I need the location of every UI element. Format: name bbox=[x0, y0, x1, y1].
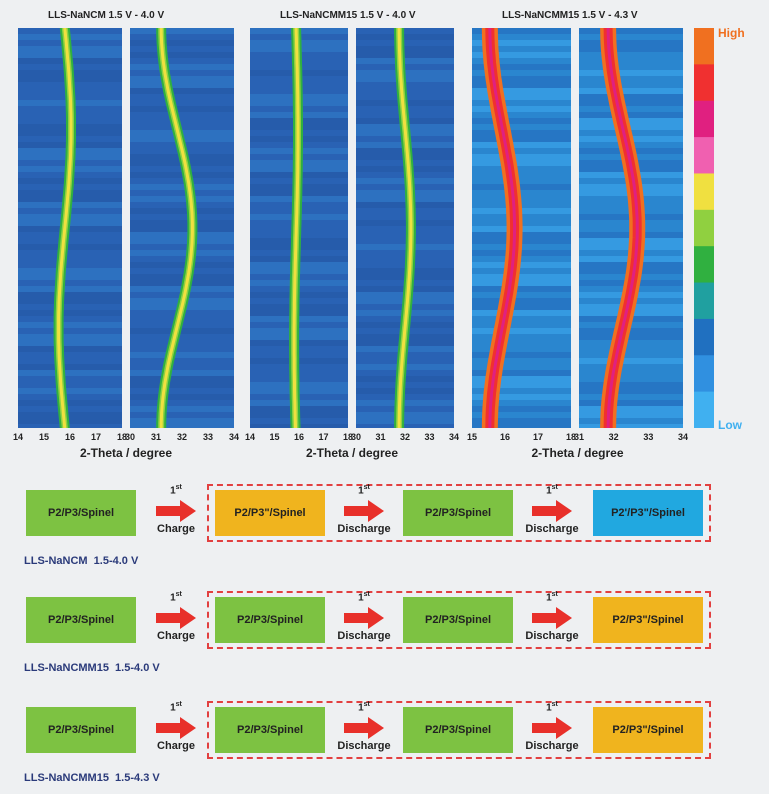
ordinal-suffix: st bbox=[363, 701, 370, 708]
phase-box-start: P2/P3/Spinel bbox=[26, 597, 136, 643]
x-tick-label: 16 bbox=[64, 432, 76, 442]
x-tick-label: 14 bbox=[244, 432, 256, 442]
step-label: Charge bbox=[157, 740, 195, 752]
right-arrow-icon bbox=[156, 607, 196, 629]
right-arrow-icon bbox=[532, 500, 572, 522]
x-tick-label: 31 bbox=[573, 432, 585, 442]
ordinal-suffix: st bbox=[175, 701, 182, 708]
right-arrow-icon bbox=[344, 607, 384, 629]
x-axis-label: 2-Theta / degree bbox=[305, 446, 399, 460]
x-tick-label: 31 bbox=[150, 432, 162, 442]
ordinal-suffix: st bbox=[551, 591, 558, 598]
dashed-outline bbox=[207, 484, 711, 542]
xrd-contour-plot bbox=[356, 28, 454, 428]
panel-title: LLS-NaNCMM15 1.5 V - 4.0 V bbox=[280, 10, 416, 21]
phase-box-start: P2/P3/Spinel bbox=[26, 707, 136, 753]
x-tick-label: 34 bbox=[677, 432, 689, 442]
phase-box: P2/P3/Spinel bbox=[403, 707, 513, 753]
phase-box-start: P2/P3/Spinel bbox=[26, 490, 136, 536]
step-index-label: 1st bbox=[170, 591, 182, 604]
step-label: Discharge bbox=[525, 630, 579, 642]
step-index-label: 1st bbox=[546, 701, 558, 714]
xrd-contour-plot bbox=[18, 28, 122, 428]
ordinal-suffix: st bbox=[551, 484, 558, 491]
x-tick-label: 33 bbox=[202, 432, 214, 442]
phase-box: P2/P3/Spinel bbox=[403, 597, 513, 643]
step-index-label: 1st bbox=[358, 484, 370, 497]
right-arrow-icon bbox=[532, 607, 572, 629]
x-tick-label: 15 bbox=[466, 432, 478, 442]
panel-title: LLS-NaNCMM15 1.5 V - 4.3 V bbox=[502, 10, 638, 21]
x-tick-label: 18 bbox=[565, 432, 577, 442]
step-label: Charge bbox=[157, 523, 195, 535]
x-tick-label: 15 bbox=[38, 432, 50, 442]
phase-box: P2/P3"/Spinel bbox=[593, 597, 703, 643]
step-index-label: 1st bbox=[170, 484, 182, 497]
ordinal-suffix: st bbox=[551, 701, 558, 708]
phase-box: P2/P3"/Spinel bbox=[593, 707, 703, 753]
x-axis-label: 2-Theta / degree bbox=[79, 446, 173, 460]
phase-box: P2/P3/Spinel bbox=[215, 707, 325, 753]
xrd-contour-plot bbox=[472, 28, 571, 428]
x-tick-label: 31 bbox=[375, 432, 386, 442]
step-index-label: 1st bbox=[358, 591, 370, 604]
right-arrow-icon bbox=[156, 717, 196, 739]
dashed-outline bbox=[207, 701, 711, 759]
step-index-label: 1st bbox=[170, 701, 182, 714]
xrd-contour-plot bbox=[130, 28, 234, 428]
ordinal-suffix: st bbox=[175, 484, 182, 491]
step-label: Discharge bbox=[337, 630, 391, 642]
ordinal-suffix: st bbox=[363, 484, 370, 491]
step-label: Charge bbox=[157, 630, 195, 642]
x-tick-label: 16 bbox=[499, 432, 511, 442]
step-index-label: 1st bbox=[358, 701, 370, 714]
x-tick-label: 30 bbox=[350, 432, 362, 442]
right-arrow-icon bbox=[344, 717, 384, 739]
x-axis-label: 2-Theta / degree bbox=[531, 446, 624, 460]
ordinal-suffix: st bbox=[175, 591, 182, 598]
step-label: Discharge bbox=[525, 523, 579, 535]
x-tick-label: 32 bbox=[608, 432, 619, 442]
x-tick-label: 16 bbox=[293, 432, 305, 442]
sample-condition-label: LLS-NaNCMM15 1.5-4.3 V bbox=[24, 772, 160, 784]
x-tick-label: 17 bbox=[90, 432, 102, 442]
scale-low-label: Low bbox=[718, 418, 742, 432]
phase-box: P2'/P3"/Spinel bbox=[593, 490, 703, 536]
step-label: Discharge bbox=[337, 523, 391, 535]
x-tick-label: 15 bbox=[269, 432, 280, 442]
step-index-label: 1st bbox=[546, 591, 558, 604]
sample-condition-label: LLS-NaNCM 1.5-4.0 V bbox=[24, 555, 139, 567]
x-tick-label: 17 bbox=[532, 432, 544, 442]
step-label: Discharge bbox=[525, 740, 579, 752]
x-tick-label: 14 bbox=[12, 432, 24, 442]
xrd-contour-plot bbox=[579, 28, 683, 428]
step-index-label: 1st bbox=[546, 484, 558, 497]
x-tick-label: 33 bbox=[424, 432, 435, 442]
x-tick-label: 18 bbox=[342, 432, 354, 442]
x-tick-label: 17 bbox=[318, 432, 329, 442]
right-arrow-icon bbox=[532, 717, 572, 739]
x-tick-label: 18 bbox=[116, 432, 128, 442]
x-tick-label: 32 bbox=[176, 432, 188, 442]
phase-box: P2/P3/Spinel bbox=[403, 490, 513, 536]
x-tick-label: 32 bbox=[399, 432, 411, 442]
x-tick-label: 33 bbox=[643, 432, 654, 442]
right-arrow-icon bbox=[156, 500, 196, 522]
dashed-outline bbox=[207, 591, 711, 649]
panel-title: LLS-NaNCM 1.5 V - 4.0 V bbox=[48, 10, 165, 21]
xrd-contour-plot bbox=[250, 28, 348, 428]
x-tick-label: 34 bbox=[448, 432, 460, 442]
phase-box: P2/P3/Spinel bbox=[215, 597, 325, 643]
scale-high-label: High bbox=[718, 26, 745, 40]
step-label: Discharge bbox=[337, 740, 391, 752]
color-scale-bar bbox=[694, 28, 714, 428]
right-arrow-icon bbox=[344, 500, 384, 522]
x-tick-label: 34 bbox=[228, 432, 240, 442]
ordinal-suffix: st bbox=[363, 591, 370, 598]
sample-condition-label: LLS-NaNCMM15 1.5-4.0 V bbox=[24, 662, 160, 674]
x-tick-label: 30 bbox=[124, 432, 136, 442]
phase-box: P2/P3"/Spinel bbox=[215, 490, 325, 536]
